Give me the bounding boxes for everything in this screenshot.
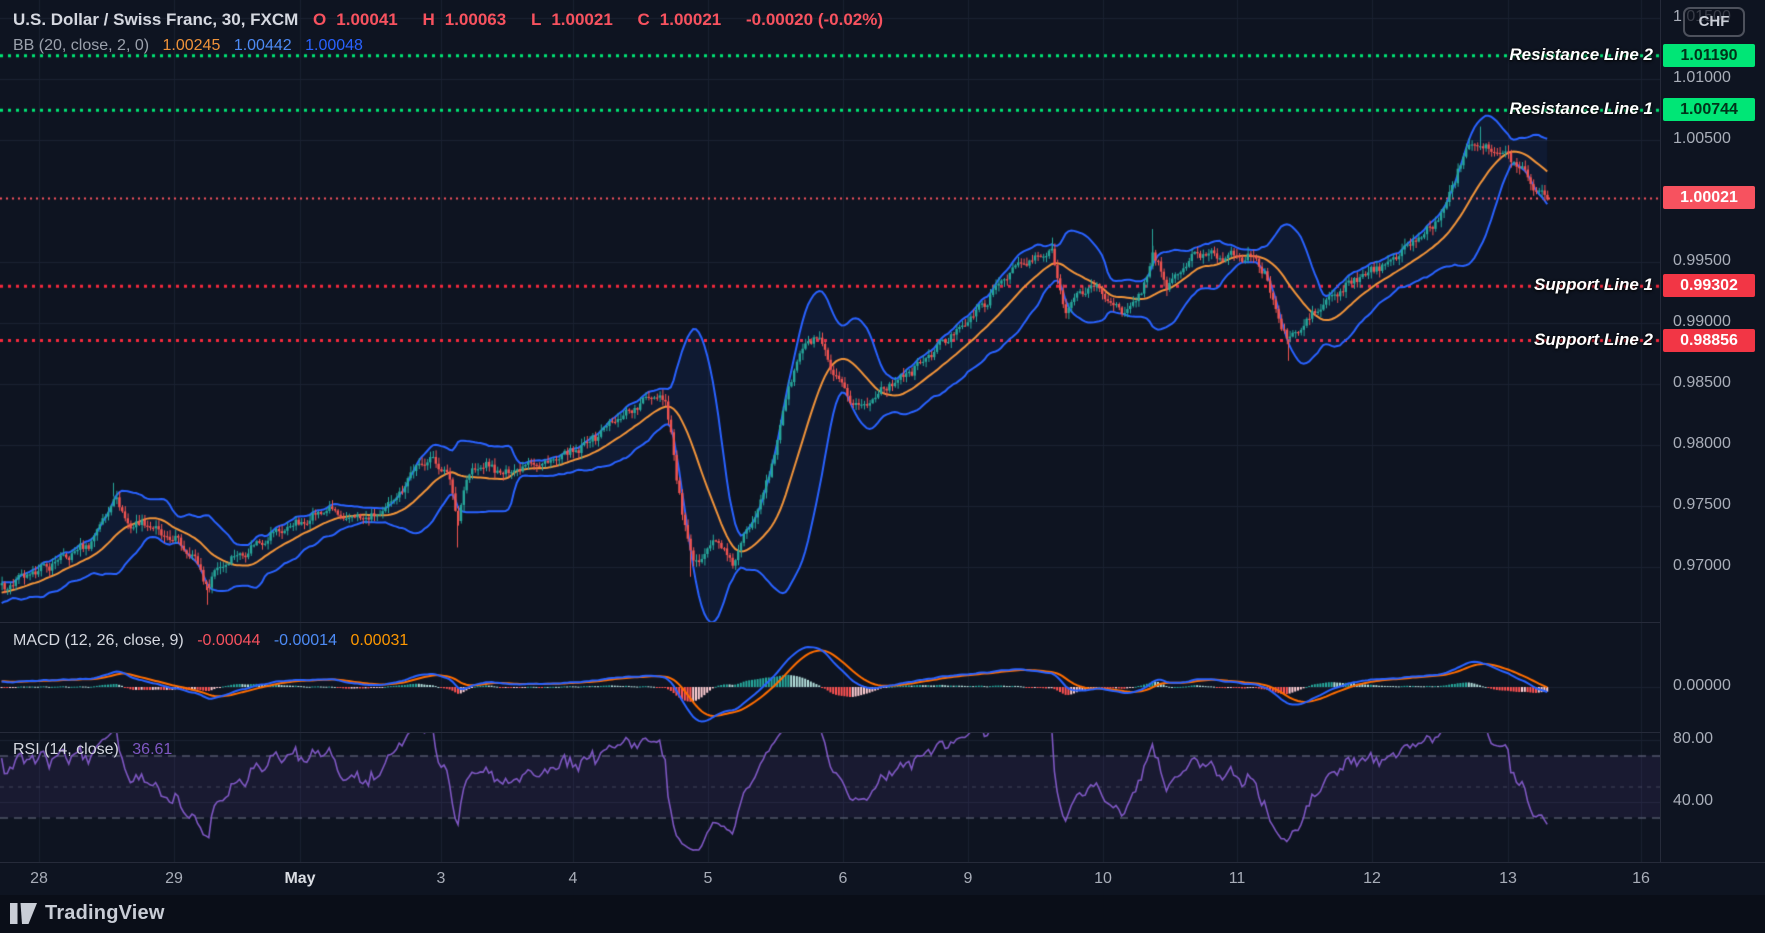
time-axis-label-3: 3 bbox=[436, 870, 446, 887]
currency-button[interactable]: CHF bbox=[1683, 7, 1745, 37]
price-change: -0.00020 (-0.02%) bbox=[745, 10, 884, 29]
pane-divider-rsi[interactable] bbox=[0, 732, 1765, 733]
pane-divider-macd[interactable] bbox=[0, 622, 1765, 623]
time-axis-label-10: 10 bbox=[1094, 870, 1112, 887]
time-axis-label-4: 4 bbox=[568, 870, 578, 887]
price-axis-tick: 0.98000 bbox=[1673, 434, 1731, 452]
chart-canvas[interactable] bbox=[0, 0, 1660, 862]
bb-lower-value: 1.00048 bbox=[305, 37, 363, 54]
rsi-pane-header: RSI (14, close) 36.61 bbox=[13, 741, 181, 759]
time-axis-label-11: 11 bbox=[1228, 870, 1246, 887]
time-axis-label-29: 29 bbox=[165, 870, 183, 887]
time-axis-label-6: 6 bbox=[838, 870, 848, 887]
support-price-badge-2: 0.98856 bbox=[1663, 328, 1755, 352]
price-axis-tick: 80.00 bbox=[1673, 730, 1714, 747]
support-line-2-label[interactable]: Support Line 2 bbox=[1534, 329, 1653, 349]
symbol-title[interactable]: U.S. Dollar / Swiss Franc, 30, FXCM bbox=[13, 10, 299, 29]
price-axis-tick: 0.00000 bbox=[1673, 677, 1731, 694]
bb-basis-value: 1.00245 bbox=[162, 37, 221, 54]
resistance-line-2-label[interactable]: Resistance Line 2 bbox=[1509, 44, 1653, 64]
price-axis[interactable]: CHF 1.015001.010001.005000.995000.990000… bbox=[1660, 0, 1765, 895]
last-price-badge: 1.00021 bbox=[1663, 186, 1755, 210]
ohlc-low: L 1.00021 bbox=[530, 10, 613, 29]
symbol-header: U.S. Dollar / Swiss Franc, 30, FXCM O 1.0… bbox=[13, 10, 893, 55]
rsi-value: 36.61 bbox=[132, 741, 173, 758]
price-axis-tick: 1.00500 bbox=[1673, 129, 1731, 147]
macd-indicator-title[interactable]: MACD (12, 26, close, 9) bbox=[13, 632, 184, 649]
ohlc-close: C 1.00021 bbox=[637, 10, 722, 29]
support-line-1-label[interactable]: Support Line 1 bbox=[1534, 275, 1653, 295]
time-axis-label-12: 12 bbox=[1363, 870, 1381, 887]
price-axis-tick: 0.99500 bbox=[1673, 251, 1731, 269]
tradingview-wordmark: TradingView bbox=[45, 902, 165, 924]
bottom-strip: TradingView bbox=[0, 895, 1765, 933]
price-axis-tick: 1.01000 bbox=[1673, 68, 1731, 86]
support-price-badge-1: 0.99302 bbox=[1663, 274, 1755, 298]
resistance-line-1-label[interactable]: Resistance Line 1 bbox=[1509, 99, 1653, 119]
macd-line-value: -0.00014 bbox=[273, 632, 337, 649]
macd-signal-value: 0.00031 bbox=[350, 632, 409, 649]
macd-hist-value: -0.00044 bbox=[197, 632, 261, 649]
time-axis-label-may: May bbox=[284, 870, 316, 887]
bb-indicator-title[interactable]: BB (20, close, 2, 0) bbox=[13, 37, 150, 54]
resistance-price-badge-2: 1.01190 bbox=[1663, 43, 1755, 67]
rsi-indicator-title[interactable]: RSI (14, close) bbox=[13, 741, 119, 758]
time-axis[interactable]: 28 29 May 3 4 5 6 9 10 11 12 13 16 bbox=[0, 862, 1765, 896]
time-axis-label-9: 9 bbox=[963, 870, 973, 887]
price-axis-tick: 0.99000 bbox=[1673, 312, 1731, 330]
price-axis-tick: 0.97000 bbox=[1673, 556, 1731, 574]
tradingview-logo-icon bbox=[10, 903, 37, 924]
resistance-price-badge-1: 1.00744 bbox=[1663, 98, 1755, 122]
time-axis-label-28: 28 bbox=[30, 870, 48, 887]
price-axis-tick: 0.98500 bbox=[1673, 373, 1731, 391]
ohlc-open: O 1.00041 bbox=[313, 10, 398, 29]
macd-pane-header: MACD (12, 26, close, 9) -0.00044 -0.0001… bbox=[13, 632, 417, 650]
ohlc-high: H 1.00063 bbox=[422, 10, 507, 29]
tradingview-logo[interactable]: TradingView bbox=[10, 902, 165, 925]
time-axis-label-13: 13 bbox=[1499, 870, 1517, 887]
time-axis-label-5: 5 bbox=[703, 870, 713, 887]
price-axis-tick: 40.00 bbox=[1673, 792, 1714, 809]
time-axis-label-16: 16 bbox=[1632, 870, 1650, 887]
price-axis-tick: 0.97500 bbox=[1673, 495, 1731, 513]
bb-upper-value: 1.00442 bbox=[233, 37, 292, 54]
